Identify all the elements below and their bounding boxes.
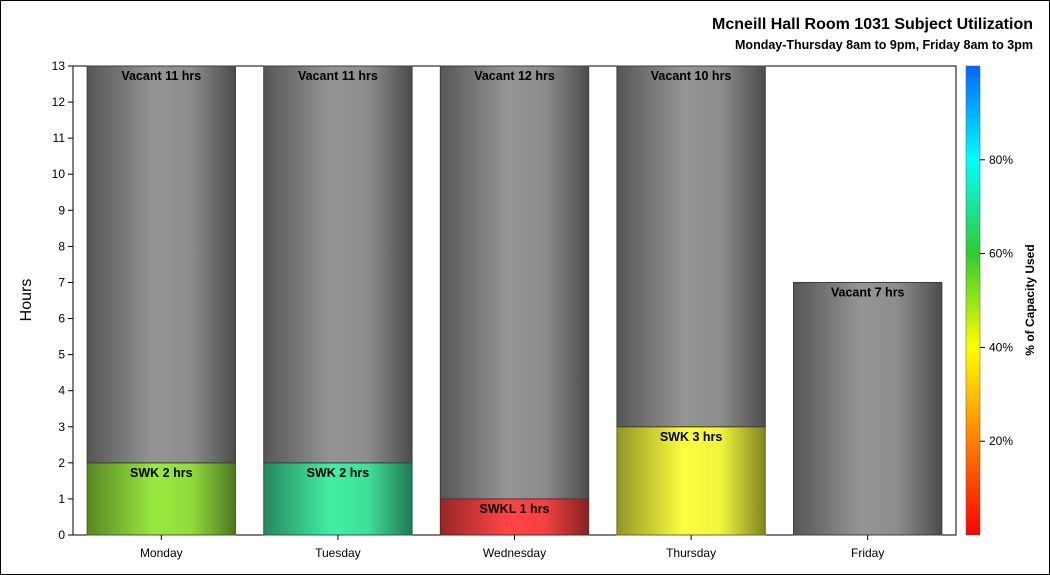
bar-segment — [263, 462, 413, 536]
y-tick-label: 4 — [58, 384, 65, 398]
bar-segment — [86, 65, 236, 464]
colorbar-tick-label: 40% — [989, 340, 1013, 354]
y-tick-label: 6 — [58, 312, 65, 326]
bar-segment — [616, 65, 766, 428]
bar-segment-label: Vacant 7 hrs — [831, 285, 905, 299]
y-tick-label: 8 — [58, 239, 65, 253]
y-tick-label: 5 — [58, 348, 65, 362]
colorbar: 20% 40% 60% 80% — [965, 65, 1013, 536]
x-tick-label: Friday — [851, 546, 884, 560]
chart-subtitle: Monday-Thursday 8am to 9pm, Friday 8am t… — [735, 38, 1033, 52]
y-tick-label: 12 — [52, 95, 66, 109]
colorbar-ramp — [965, 65, 981, 536]
bar-segment-label: SWKL 1 hrs — [480, 502, 550, 516]
y-tick-label: 1 — [58, 492, 65, 506]
y-tick-label: 9 — [58, 203, 65, 217]
y-tick-label: 7 — [58, 275, 65, 289]
colorbar-tick-label: 20% — [989, 434, 1013, 448]
x-tick-label: Thursday — [666, 546, 716, 560]
y-tick-label: 3 — [58, 420, 65, 434]
bar-segment-label: Vacant 12 hrs — [474, 69, 555, 83]
bar-segment — [616, 426, 766, 536]
bar-segment — [86, 462, 236, 536]
bar-segment-label: Vacant 11 hrs — [298, 69, 378, 83]
bar-segment — [793, 281, 943, 536]
x-tick-label: Monday — [140, 546, 183, 560]
y-tick-label: 10 — [52, 167, 66, 181]
y-tick-label: 13 — [52, 59, 66, 73]
bar-segment — [439, 65, 590, 500]
y-tick-label: 0 — [58, 528, 65, 542]
bar-segment-label: Vacant 10 hrs — [651, 69, 732, 83]
bar-segment-label: Vacant 11 hrs — [121, 69, 201, 83]
colorbar-tick-label: 80% — [989, 153, 1013, 167]
y-tick-label: 11 — [53, 131, 66, 145]
bar-segment — [263, 65, 413, 464]
y-axis-label: Hours — [18, 279, 35, 322]
x-tick-label: Tuesday — [315, 546, 361, 560]
bar-segment-label: SWK 3 hrs — [660, 430, 723, 444]
bar-segment — [439, 498, 590, 536]
colorbar-tick-label: 60% — [989, 247, 1013, 261]
bar-segment-label: SWK 2 hrs — [130, 466, 193, 480]
chart-title: Mcneill Hall Room 1031 Subject Utilizati… — [712, 16, 1033, 33]
x-tick-label: Wednesday — [483, 546, 546, 560]
colorbar-label: % of Capacity Used — [1023, 244, 1037, 355]
bar-segment-label: SWK 2 hrs — [307, 466, 370, 480]
y-tick-label: 2 — [58, 456, 65, 470]
